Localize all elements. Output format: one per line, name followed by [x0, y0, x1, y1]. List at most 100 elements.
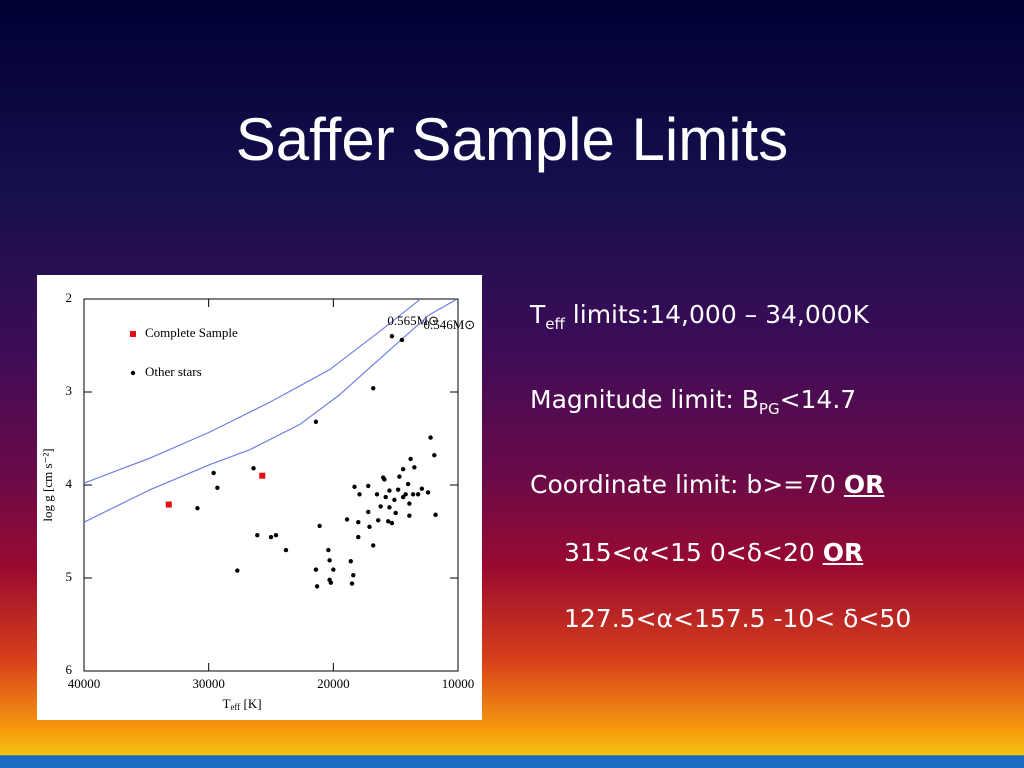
point	[387, 505, 392, 510]
text: 315<α<15 0<δ<20	[564, 538, 823, 567]
x-tick-label: 10000	[442, 676, 475, 691]
y-tick-label: 6	[66, 662, 73, 677]
x-tick-label: 30000	[192, 676, 225, 691]
point	[382, 477, 387, 482]
point	[389, 334, 395, 339]
track-line	[83, 299, 456, 523]
point	[235, 568, 240, 573]
point	[397, 474, 402, 479]
point	[400, 466, 406, 472]
point	[433, 512, 438, 517]
point	[403, 492, 408, 497]
point	[273, 533, 279, 538]
text: Magnitude limit: B	[530, 385, 759, 414]
point	[352, 484, 357, 490]
point	[389, 520, 395, 526]
point	[211, 470, 216, 476]
point	[314, 584, 320, 589]
point	[326, 547, 331, 553]
point	[371, 386, 376, 391]
point	[215, 485, 220, 490]
point	[385, 519, 391, 524]
text: 127.5<α<157.5 -10< δ<50	[564, 604, 912, 633]
point	[432, 453, 437, 458]
point	[356, 520, 361, 525]
bullet: 127.5<α<157.5 -10< δ<50	[564, 604, 911, 633]
point	[392, 497, 397, 503]
point	[407, 501, 412, 506]
point	[317, 523, 322, 529]
bullet: Coordinate limit: b>=70 OR	[530, 470, 884, 499]
legend-marker	[130, 331, 136, 337]
point	[283, 547, 289, 553]
point	[374, 492, 380, 497]
point	[405, 481, 411, 487]
emphasis: OR	[822, 538, 864, 567]
y-tick-label: 2	[66, 290, 73, 305]
bullet: Teff limits:14,000 – 34,000K	[530, 300, 869, 333]
plot-frame	[83, 298, 459, 672]
bullet: Magnitude limit: BPG<14.7	[530, 385, 856, 418]
point	[366, 509, 371, 515]
point	[367, 524, 372, 530]
point	[412, 465, 417, 470]
bullet: 315<α<15 0<δ<20 OR	[564, 538, 863, 567]
point	[408, 456, 413, 462]
legend-label: Complete Sample	[145, 325, 238, 340]
point	[366, 483, 371, 489]
point	[348, 559, 353, 564]
point	[268, 534, 274, 540]
text: Coordinate limit: b>=70	[530, 470, 844, 499]
point	[349, 581, 355, 586]
x-tick-label: 40000	[68, 676, 101, 691]
point	[328, 580, 334, 585]
point	[331, 567, 336, 572]
point	[376, 518, 381, 523]
legend-marker	[130, 370, 136, 376]
point	[259, 472, 266, 479]
x-axis-label: Teff [K]	[222, 696, 261, 712]
subscript: PG	[758, 400, 780, 418]
point	[407, 513, 412, 518]
point	[378, 504, 383, 509]
point	[393, 510, 398, 516]
point	[419, 486, 425, 491]
text: limits:14,000 – 34,000K	[564, 300, 869, 329]
point	[387, 488, 392, 493]
track-label: 0.546M⊙	[424, 317, 476, 332]
text: <14.7	[779, 385, 857, 414]
point	[195, 506, 200, 511]
y-tick-label: 5	[66, 569, 73, 584]
point	[371, 543, 376, 548]
y-tick-label: 3	[66, 383, 73, 398]
point	[344, 517, 350, 522]
emphasis: OR	[843, 470, 885, 499]
point	[351, 573, 356, 578]
point	[357, 492, 362, 497]
point	[165, 501, 172, 508]
y-axis-label: log g [cm s⁻²]	[40, 448, 55, 521]
point	[251, 466, 256, 471]
point	[399, 337, 405, 343]
point	[327, 558, 332, 563]
subscript: eff	[545, 315, 565, 333]
track-label: 0.565M⊙	[387, 313, 439, 328]
y-tick-label: 4	[66, 476, 73, 491]
point	[425, 490, 431, 495]
slide-title: Saffer Sample Limits	[235, 106, 789, 173]
track-line	[83, 299, 420, 484]
x-tick-label: 20000	[317, 676, 350, 691]
text: T	[530, 300, 546, 329]
point	[410, 492, 416, 497]
point	[395, 487, 401, 492]
point	[255, 533, 260, 538]
point	[415, 492, 421, 497]
point	[313, 419, 319, 424]
legend-label: Other stars	[145, 364, 202, 379]
point	[356, 534, 361, 540]
chart: Teff [K] log g [cm s⁻²] 40000 30000 20000 1…	[37, 275, 482, 720]
point	[428, 435, 433, 440]
point	[313, 567, 319, 572]
point	[383, 494, 388, 500]
